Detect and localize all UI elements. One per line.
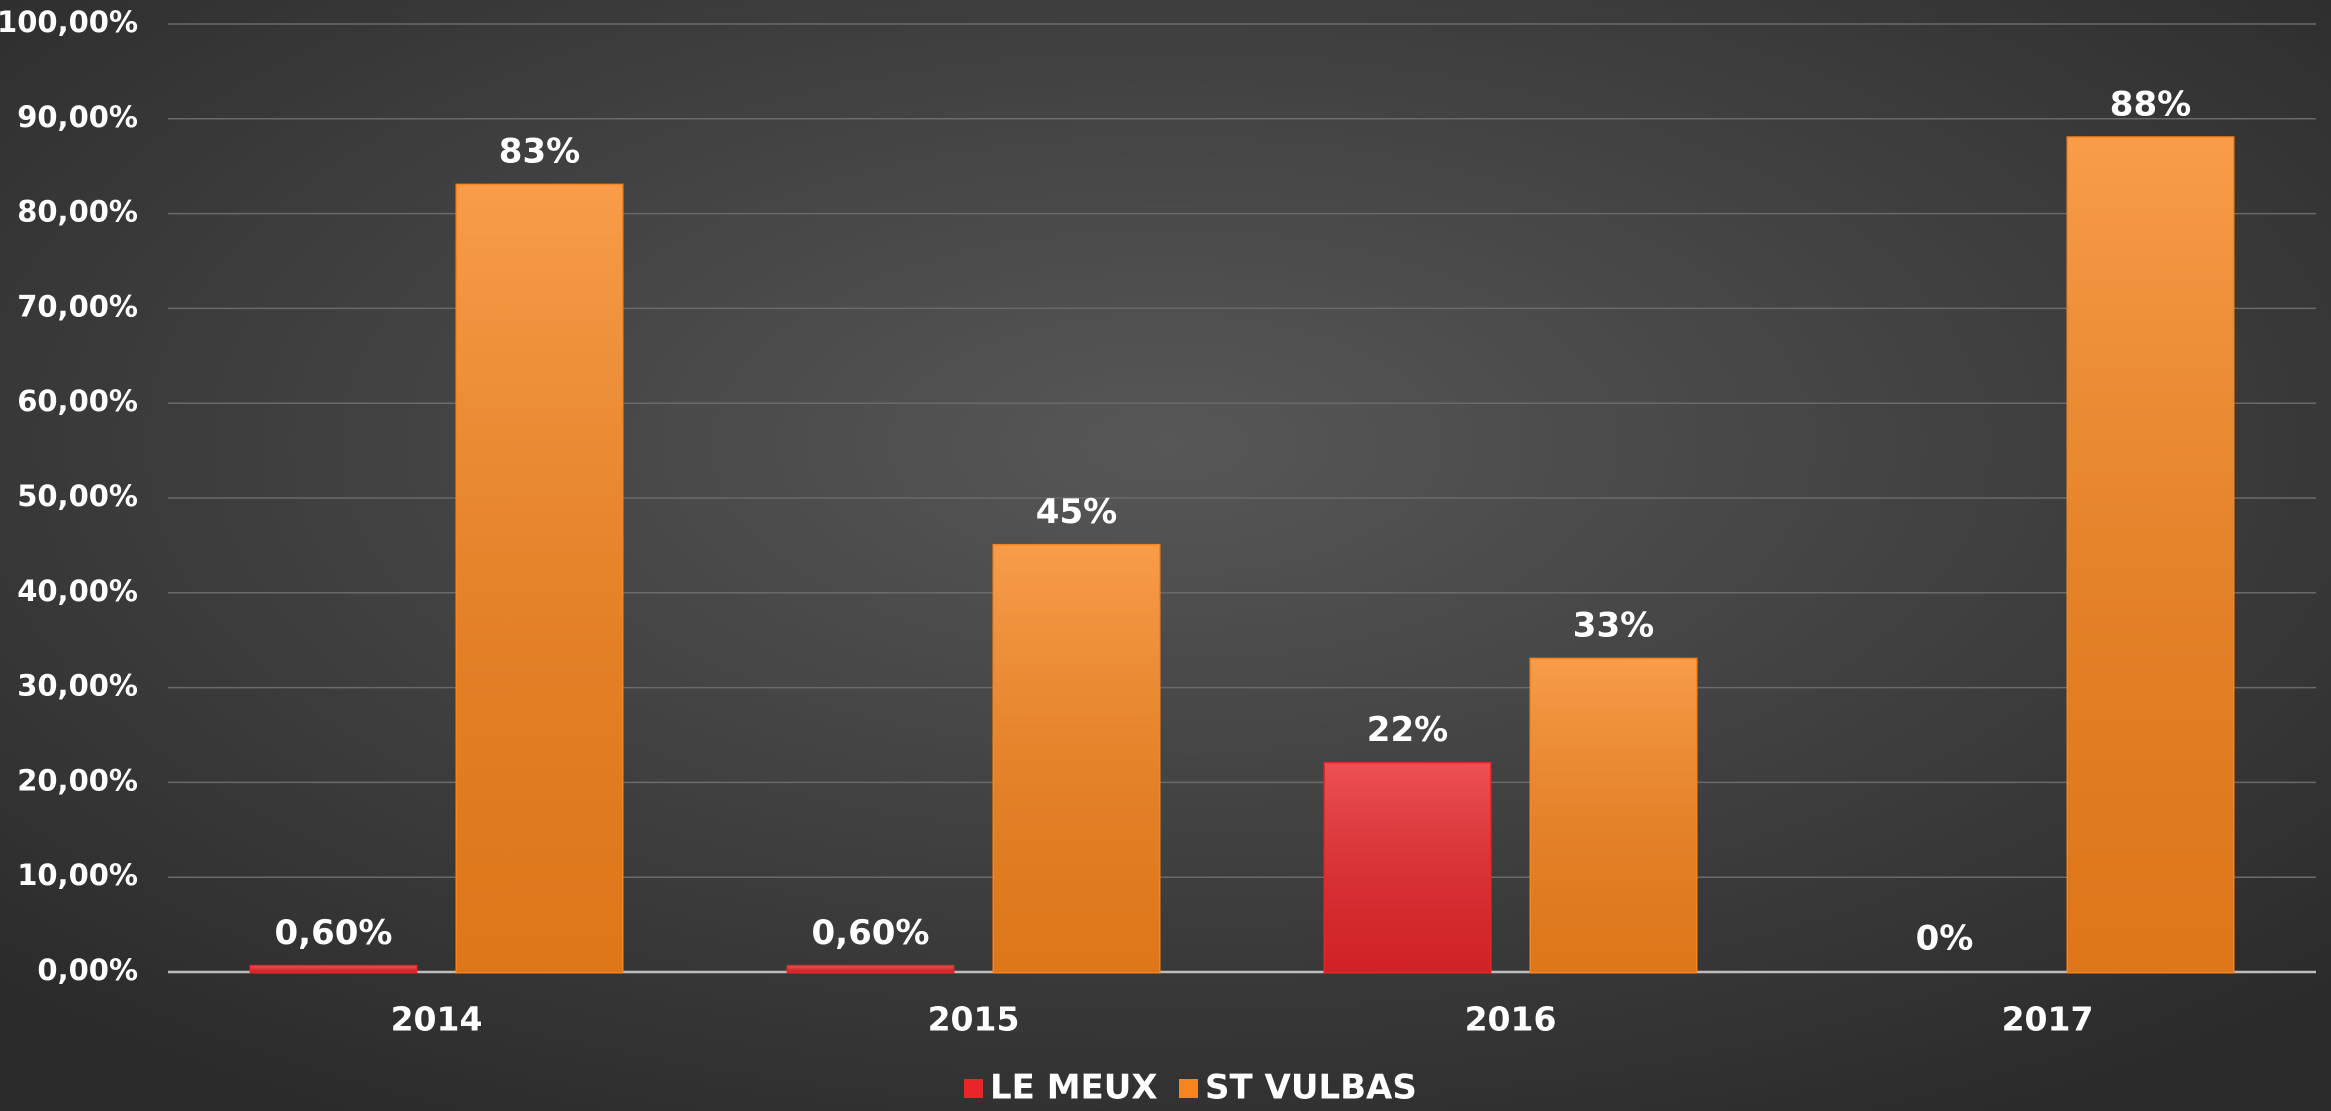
bar-shine: [1325, 763, 1490, 972]
bar-shine: [1531, 659, 1696, 972]
bar-shine: [788, 966, 953, 972]
bar-shine: [2068, 137, 2233, 972]
data-label: 33%: [1573, 606, 1654, 646]
legend-label: LE MEUX: [990, 1068, 1158, 1108]
legend-swatch: [1179, 1079, 1198, 1098]
x-tick-label: 2017: [2002, 1000, 2094, 1039]
data-label: 88%: [2110, 84, 2191, 124]
bar-shine: [251, 966, 416, 972]
bar-shine: [457, 185, 622, 972]
y-tick-label: 50,00%: [17, 479, 138, 513]
legend-swatch: [964, 1079, 983, 1098]
y-tick-label: 60,00%: [17, 384, 138, 418]
data-label: 83%: [499, 132, 580, 172]
y-tick-label: 10,00%: [17, 858, 138, 892]
bar-shine: [994, 545, 1159, 972]
x-tick-label: 2014: [391, 1000, 483, 1039]
data-label: 22%: [1367, 710, 1448, 750]
y-tick-label: 20,00%: [17, 763, 138, 797]
x-tick-label: 2015: [928, 1000, 1020, 1039]
data-label: 45%: [1036, 492, 1117, 532]
x-tick-label: 2016: [1465, 1000, 1557, 1039]
y-tick-label: 100,00%: [0, 5, 138, 39]
y-tick-label: 80,00%: [17, 195, 138, 229]
y-tick-label: 30,00%: [17, 669, 138, 703]
legend-label: ST VULBAS: [1205, 1068, 1417, 1108]
y-tick-label: 40,00%: [17, 574, 138, 608]
data-label: 0%: [1916, 919, 1974, 959]
y-tick-label: 90,00%: [17, 100, 138, 134]
data-label: 0,60%: [275, 913, 393, 953]
y-tick-label: 0,00%: [37, 953, 138, 987]
data-label: 0,60%: [812, 913, 930, 953]
y-tick-label: 70,00%: [17, 289, 138, 323]
